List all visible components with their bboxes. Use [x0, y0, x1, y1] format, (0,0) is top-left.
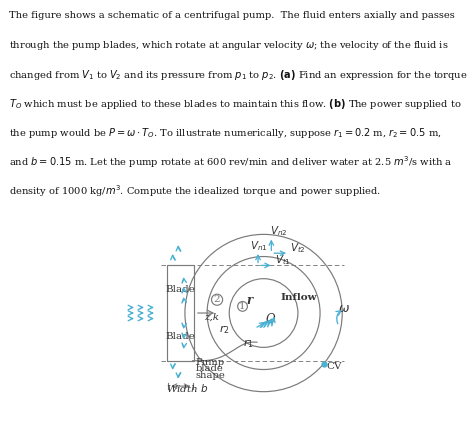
Text: $r_2$: $r_2$ — [219, 323, 230, 336]
Text: $r_1$: $r_1$ — [243, 337, 253, 350]
Text: z,k: z,k — [204, 312, 219, 321]
Text: Inflow: Inflow — [280, 293, 317, 302]
Text: through the pump blades, which rotate at angular velocity $\omega$; the velocity: through the pump blades, which rotate at… — [9, 39, 449, 52]
Text: Pump: Pump — [196, 358, 225, 367]
Text: $V_{n1}$: $V_{n1}$ — [250, 239, 268, 253]
Text: shape: shape — [196, 371, 226, 380]
Text: 1: 1 — [239, 302, 246, 311]
Text: Blade: Blade — [165, 285, 195, 294]
Text: Blade: Blade — [165, 332, 195, 341]
Text: blade: blade — [196, 364, 223, 373]
Text: the pump would be $P = \omega \cdot T_O$. To illustrate numerically, suppose $r_: the pump would be $P = \omega \cdot T_O$… — [9, 126, 442, 140]
Text: $\omega$: $\omega$ — [338, 302, 350, 315]
Text: O: O — [265, 313, 275, 326]
Text: $T_O$ which must be applied to these blades to maintain this flow. $\mathbf{(b)}: $T_O$ which must be applied to these bla… — [9, 97, 462, 111]
Text: $V_{t1}$: $V_{t1}$ — [274, 253, 291, 267]
Text: and $b = 0.15$ m. Let the pump rotate at 600 rev/min and deliver water at 2.5 $m: and $b = 0.15$ m. Let the pump rotate at… — [9, 155, 453, 170]
Text: r: r — [246, 294, 252, 307]
Bar — [167, 265, 194, 361]
Text: 2: 2 — [214, 295, 220, 304]
Text: $V_{n2}$: $V_{n2}$ — [270, 224, 287, 238]
Text: changed from $V_1$ to $V_2$ and its pressure from $p_1$ to $p_2$. $\mathbf{(a)}$: changed from $V_1$ to $V_2$ and its pres… — [9, 68, 468, 82]
Text: Width $b$: Width $b$ — [166, 382, 209, 394]
Text: The figure shows a schematic of a centrifugal pump.  The fluid enters axially an: The figure shows a schematic of a centri… — [9, 11, 455, 20]
Text: density of 1000 kg/$m^3$. Compute the idealized torque and power supplied.: density of 1000 kg/$m^3$. Compute the id… — [9, 183, 382, 199]
Text: CV: CV — [326, 362, 342, 371]
Text: $V_{t2}$: $V_{t2}$ — [290, 241, 306, 255]
